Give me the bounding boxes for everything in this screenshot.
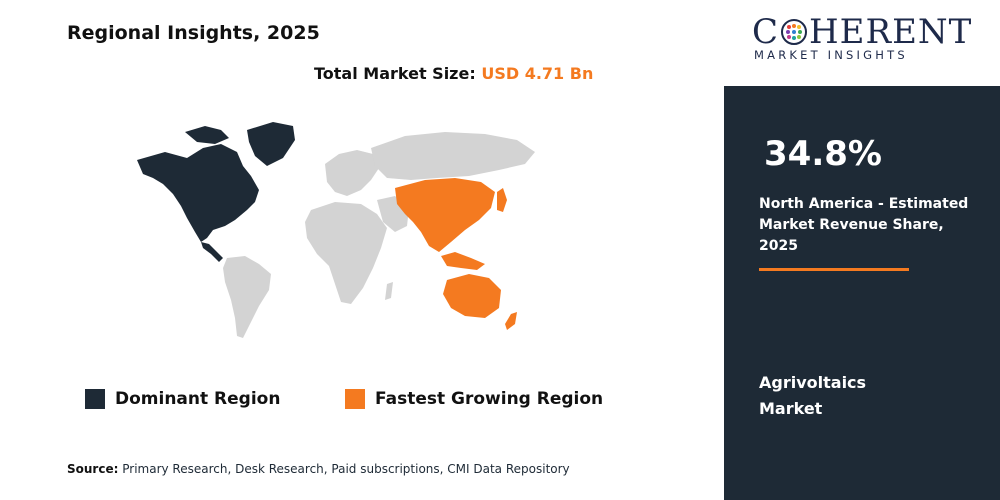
infographic-left: Regional Insights, 2025 Total Market Siz… bbox=[67, 22, 604, 476]
accent-divider bbox=[759, 268, 909, 271]
legend-fastest-label: Fastest Growing Region bbox=[375, 389, 604, 409]
legend-dominant-label: Dominant Region bbox=[115, 389, 281, 409]
globe-dots-icon bbox=[781, 19, 808, 45]
greenland bbox=[247, 122, 295, 166]
logo-subtitle: MARKET INSIGHTS bbox=[754, 48, 908, 62]
southeast-asia-islands bbox=[441, 252, 485, 270]
source-label: Source: bbox=[67, 462, 119, 476]
stat-description: North America - Estimated Market Revenue… bbox=[759, 196, 969, 254]
legend-fastest-swatch bbox=[345, 389, 365, 409]
source-text: Primary Research, Desk Research, Paid su… bbox=[122, 462, 570, 476]
market-size-value: USD 4.71 Bn bbox=[481, 64, 594, 83]
africa-region bbox=[305, 202, 387, 304]
market-name: Agrivoltaics Market bbox=[759, 373, 867, 418]
canada-islands bbox=[185, 126, 229, 144]
logo-letter-c: C bbox=[752, 12, 780, 52]
legend-fastest: Fastest Growing Region bbox=[345, 389, 603, 409]
world-map bbox=[137, 122, 535, 338]
russia-region bbox=[371, 132, 535, 180]
logo-letters-herent: HERENT bbox=[809, 12, 973, 52]
stat-value: 34.8% bbox=[764, 134, 882, 174]
asia-pacific-region bbox=[395, 178, 495, 252]
madagascar bbox=[385, 282, 393, 300]
north-america-region bbox=[137, 144, 259, 242]
legend-dominant: Dominant Region bbox=[85, 389, 280, 409]
south-america-region bbox=[223, 256, 271, 338]
logo-wordmark: C HERENT bbox=[752, 12, 972, 52]
market-size-label: Total Market Size: bbox=[314, 64, 476, 83]
japan bbox=[497, 188, 507, 212]
australia bbox=[443, 274, 501, 318]
europe-region bbox=[325, 150, 379, 196]
stat-panel: 34.8% North America - Estimated Market R… bbox=[724, 86, 1000, 500]
company-logo: C HERENT MARKET INSIGHTS bbox=[724, 0, 1000, 86]
central-america bbox=[201, 242, 223, 262]
page-title: Regional Insights, 2025 bbox=[67, 22, 320, 44]
market-size: Total Market Size: USD 4.71 Bn bbox=[314, 64, 593, 83]
new-zealand bbox=[505, 312, 517, 330]
source-note: Source: Primary Research, Desk Research,… bbox=[67, 462, 570, 476]
legend-dominant-swatch bbox=[85, 389, 105, 409]
